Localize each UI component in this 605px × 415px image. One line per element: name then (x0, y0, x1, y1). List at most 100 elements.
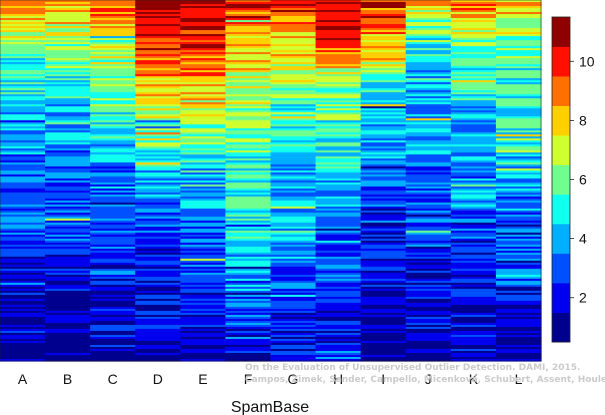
heatmap-cell (405, 8, 452, 11)
heatmap-cell (405, 276, 452, 280)
heatmap-cell (180, 12, 227, 15)
heatmap-cell (225, 88, 272, 91)
heatmap-cell (270, 196, 317, 200)
heatmap-cell (225, 190, 272, 194)
heatmap-cell (315, 104, 362, 107)
heatmap-cell (315, 106, 362, 109)
heatmap-cell (45, 248, 91, 252)
heatmap-cell (405, 14, 452, 17)
heatmap-cell (270, 84, 317, 87)
heatmap-cell (450, 16, 497, 19)
heatmap-cell (180, 214, 227, 218)
heatmap-cell (450, 332, 497, 336)
heatmap-cell (495, 348, 542, 352)
heatmap-cell (225, 178, 272, 182)
heatmap-cell (225, 84, 272, 87)
heatmap-cell (495, 92, 542, 95)
heatmap-cell (180, 174, 227, 178)
heatmap-cell (405, 186, 452, 190)
heatmap-cell (135, 68, 181, 71)
heatmap-cell (90, 116, 136, 119)
heatmap-cell (45, 184, 91, 188)
heatmap-cell (360, 102, 407, 105)
heatmap-cell (225, 174, 272, 178)
heatmap-cell (90, 50, 136, 53)
heatmap-cell (45, 112, 91, 115)
heatmap-cell (135, 122, 181, 125)
heatmap-cell (270, 54, 317, 57)
heatmap-cell (90, 344, 136, 348)
heatmap-cell (495, 38, 542, 41)
heatmap-cell (450, 248, 497, 252)
heatmap-cell (270, 72, 317, 75)
heatmap-cell (315, 294, 362, 298)
heatmap-cell (0, 48, 46, 51)
heatmap-cell (225, 114, 272, 117)
x-axis-label: SpamBase (231, 399, 309, 415)
heatmap-cell (0, 312, 46, 316)
heatmap-cell (180, 154, 227, 158)
heatmap-cell (405, 300, 452, 304)
heatmap-cell (225, 262, 272, 266)
heatmap-cell (225, 72, 272, 75)
heatmap-cell (135, 10, 181, 13)
heatmap-cell (90, 352, 136, 356)
heatmap-cell (90, 202, 136, 206)
heatmap-cell (0, 136, 46, 139)
heatmap-cell (405, 54, 452, 57)
heatmap-cell (180, 272, 227, 276)
heatmap-cell (360, 190, 407, 194)
heatmap-cell (180, 228, 227, 232)
heatmap-cell (405, 72, 452, 75)
heatmap-cell (90, 144, 136, 148)
heatmap-cell (90, 266, 136, 270)
heatmap-cell (45, 18, 91, 21)
heatmap-cell (405, 332, 452, 336)
heatmap-cell (405, 78, 452, 81)
heatmap-cell (180, 32, 227, 35)
heatmap-cell (0, 216, 46, 220)
heatmap-cell (270, 114, 317, 117)
heatmap-cell (225, 156, 272, 160)
heatmap-cell (90, 200, 136, 204)
heatmap-cell (225, 10, 272, 13)
heatmap-cell (90, 230, 136, 234)
heatmap-cell (270, 44, 317, 47)
heatmap-cell (135, 200, 181, 204)
heatmap-cell (495, 206, 542, 210)
heatmap-cell (225, 136, 272, 139)
heatmap-cell (45, 190, 91, 194)
heatmap-cell (225, 94, 272, 97)
heatmap-cell (0, 354, 46, 358)
heatmap-cell (180, 122, 227, 125)
heatmap-cell (135, 52, 181, 55)
x-tick-label: D (153, 371, 163, 387)
heatmap-cell (270, 76, 317, 79)
heatmap-cell (225, 208, 272, 212)
heatmap-cell (405, 50, 452, 53)
heatmap-cell (90, 70, 136, 73)
heatmap-cell (0, 210, 46, 214)
heatmap-cell (315, 76, 362, 79)
heatmap-cell (450, 356, 497, 360)
heatmap-cell (270, 16, 317, 19)
heatmap-cell (450, 344, 497, 348)
heatmap-cell (180, 266, 227, 270)
heatmap-cell (180, 192, 227, 196)
heatmap-cell (180, 34, 227, 37)
heatmap-cell (315, 324, 362, 328)
heatmap-cell (45, 162, 91, 166)
heatmap-cell (0, 240, 46, 244)
heatmap-cell (405, 174, 452, 178)
heatmap-cell (180, 86, 227, 89)
heatmap-cell (270, 240, 317, 244)
heatmap-cell (450, 44, 497, 47)
heatmap-cell (90, 156, 136, 160)
heatmap-cell (135, 352, 181, 356)
heatmap-cell (135, 12, 181, 15)
heatmap-cell (405, 318, 452, 322)
heatmap-cell (0, 272, 46, 276)
heatmap-cell (360, 104, 407, 107)
heatmap-cell (495, 6, 542, 9)
